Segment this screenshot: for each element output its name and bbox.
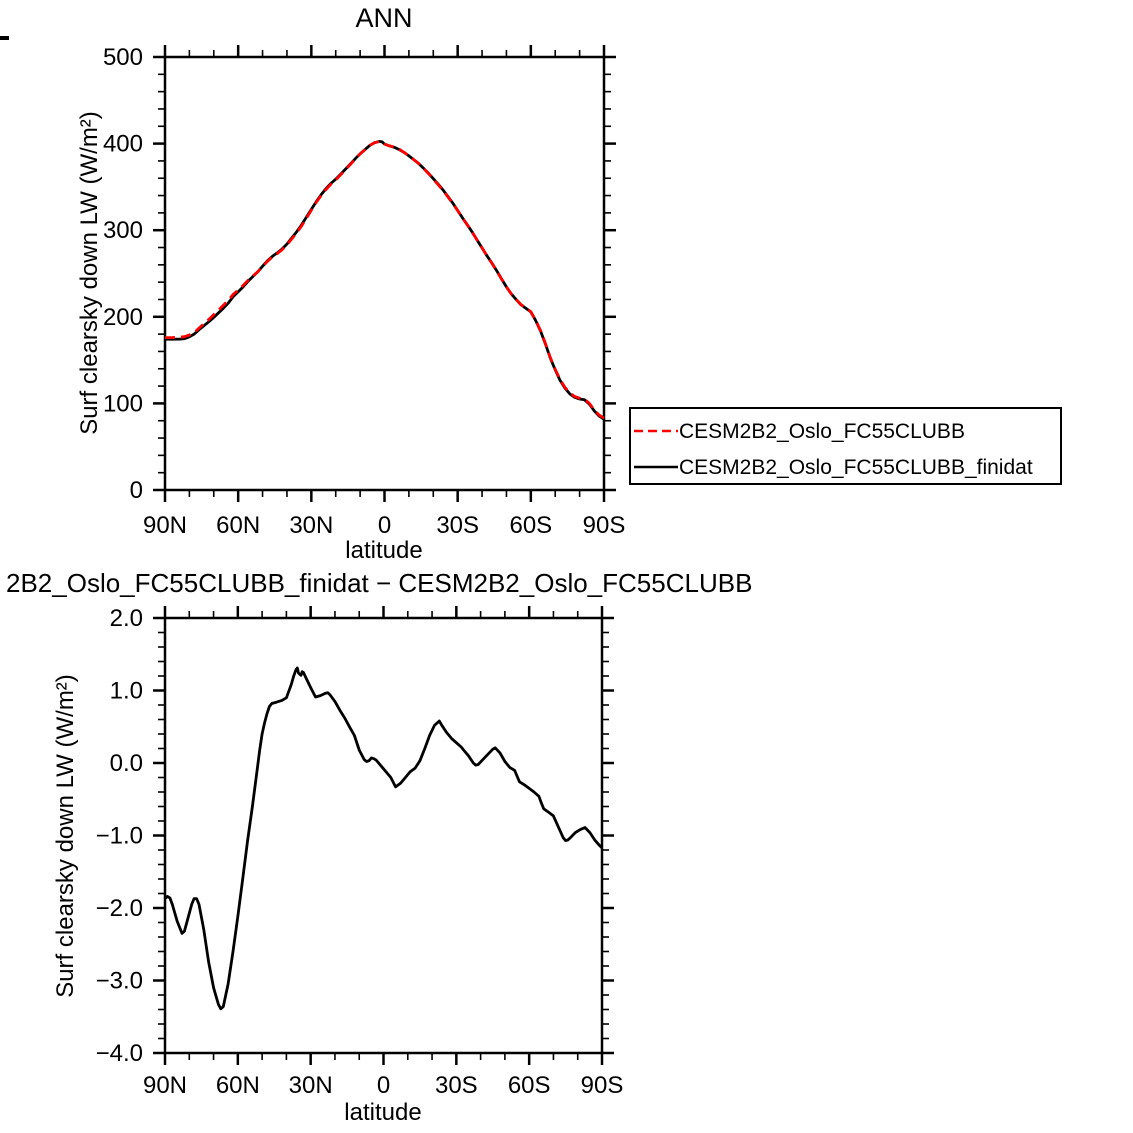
- x-tick-label: 30N: [289, 1072, 333, 1099]
- x-tick-label: 30N: [289, 512, 333, 539]
- top-panel-title: ANN: [355, 3, 412, 33]
- x-tick-label: 0: [378, 512, 391, 539]
- top-y-axis-label: Surf clearsky down LW (W/m²): [76, 111, 103, 435]
- control-curve: [165, 139, 605, 420]
- plot-frame-bottom: [163, 616, 604, 1055]
- x-tick-label: 90S: [581, 1072, 624, 1099]
- y-tick-label: −3.0: [96, 968, 143, 995]
- y-tick-label: 0.0: [110, 750, 143, 777]
- bottom-panel-title: 2B2_Oslo_FC55CLUBB_finidat − CESM2B2_Osl…: [6, 568, 752, 598]
- y-tick-label: 2.0: [110, 605, 143, 632]
- y-tick-label: −1.0: [96, 823, 143, 850]
- x-tick-label: 60N: [216, 1072, 260, 1099]
- legend-label-finidat: CESM2B2_Oslo_FC55CLUBB_finidat: [679, 456, 1033, 479]
- y-tick-label: −2.0: [96, 895, 143, 922]
- x-tick-label: 60S: [509, 512, 552, 539]
- legend-box: [629, 407, 1062, 485]
- legend-label-control: CESM2B2_Oslo_FC55CLUBB: [679, 420, 965, 443]
- y-tick-label: 500: [103, 44, 143, 71]
- x-tick-label: 60N: [216, 512, 260, 539]
- x-tick-label: 30S: [436, 512, 479, 539]
- y-tick-label: 400: [103, 131, 143, 158]
- x-tick-label: 0: [377, 1072, 390, 1099]
- bottom-x-axis-label: latitude: [344, 1099, 421, 1126]
- plot-frame-top: [163, 55, 606, 492]
- y-tick-label: 1.0: [110, 678, 143, 705]
- x-tick-label: 90N: [143, 1072, 187, 1099]
- x-tick-label: 60S: [508, 1072, 551, 1099]
- top-x-axis-label: latitude: [345, 537, 422, 564]
- bottom-y-axis-label: Surf clearsky down LW (W/m²): [52, 674, 79, 998]
- y-tick-label: 0: [130, 477, 143, 504]
- finidat-curve: [165, 139, 605, 421]
- difference-curve: [164, 666, 603, 1011]
- x-tick-label: 90N: [143, 512, 187, 539]
- y-tick-label: −4.0: [96, 1040, 143, 1067]
- y-tick-label: 300: [103, 217, 143, 244]
- y-tick-label: 200: [103, 304, 143, 331]
- y-tick-label: 100: [103, 390, 143, 417]
- stray-mark: [0, 36, 9, 40]
- x-tick-label: 30S: [435, 1072, 478, 1099]
- x-tick-label: 90S: [583, 512, 626, 539]
- legend: CESM2B2_Oslo_FC55CLUBB CESM2B2_Oslo_FC55…: [629, 407, 1062, 485]
